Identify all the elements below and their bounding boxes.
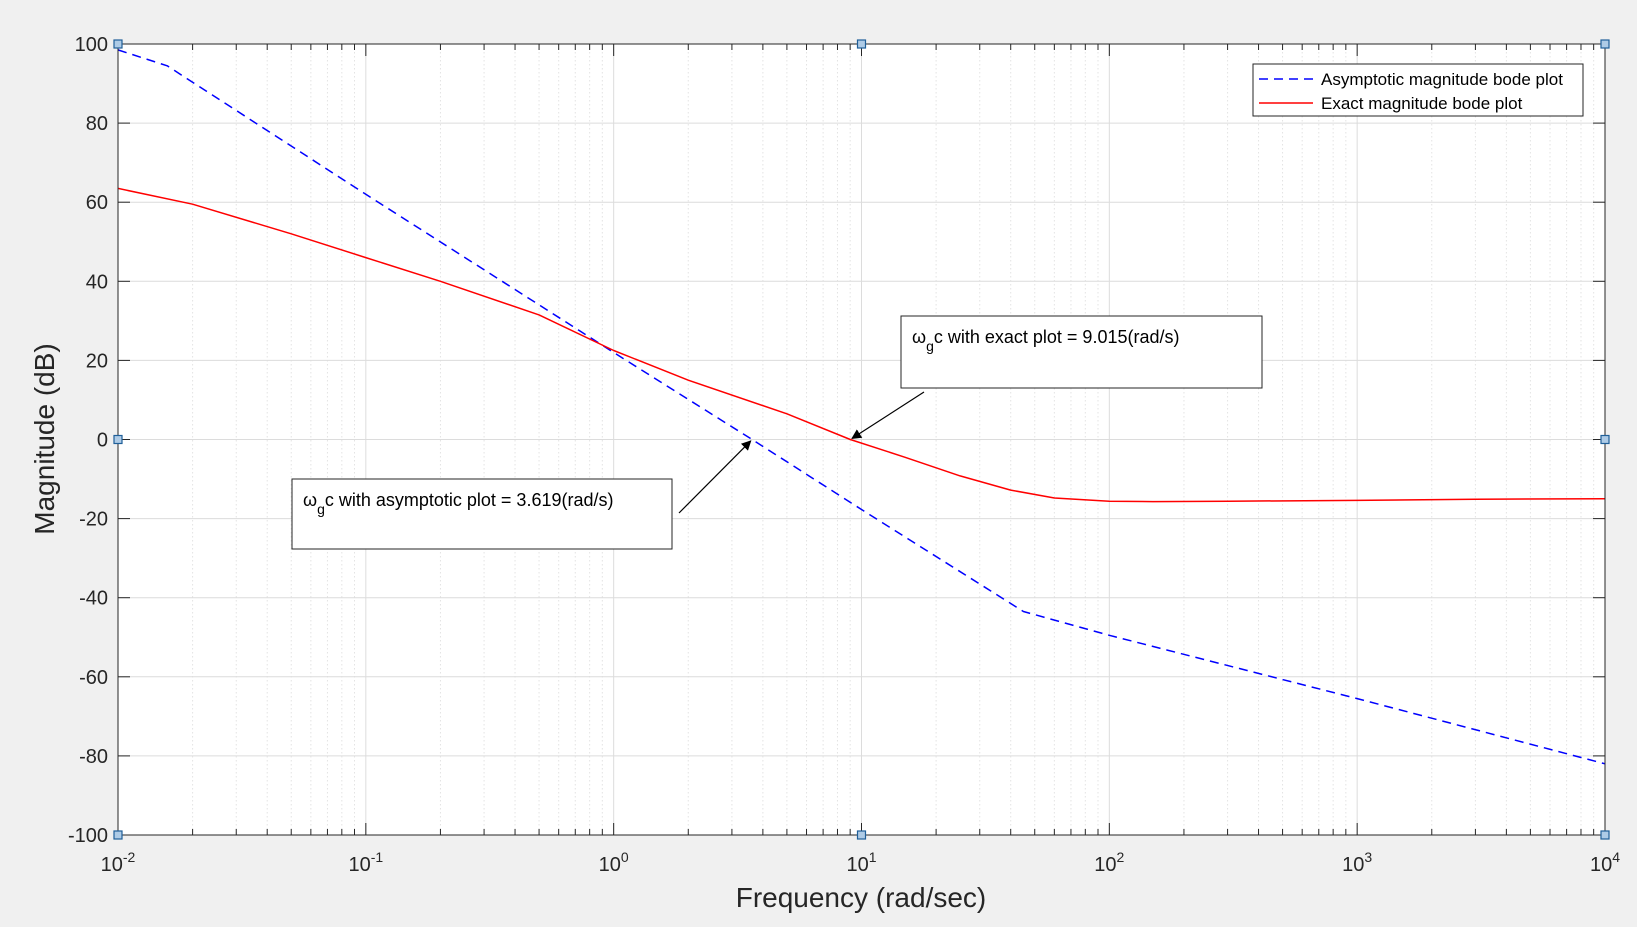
y-tick-label: 0 [97, 430, 108, 452]
annotation-arrow [851, 391, 925, 439]
axes-selection-handles[interactable] [113, 39, 1610, 840]
annotation-text: ωgc with exact plot = 9.015(rad/s) [912, 327, 1179, 354]
exact-series-line [118, 187, 1605, 503]
annotation-box [900, 315, 1263, 389]
y-tick-label: 40 [86, 271, 108, 293]
annotation-asymptotic-crossover: ωgc with asymptotic plot = 3.619(rad/s) [291, 440, 752, 550]
selection-handle[interactable] [113, 39, 123, 49]
annotations: ωgc with exact plot = 9.015(rad/s) ωgc wi… [291, 315, 1263, 550]
legend-entry-label: Exact magnitude bode plot [1321, 94, 1523, 113]
axis-ticks: 10-2 10-1 100 101 102 103 104 100 80 60 40 20 0 -20 -4… [68, 34, 1620, 876]
y-tick-label: -40 [79, 588, 108, 610]
y-axis-label: Magnitude (dB) [29, 343, 60, 534]
y-tick-label: -100 [68, 825, 108, 847]
x-tick-label: 101 [846, 849, 876, 876]
annotation-box [291, 478, 673, 550]
x-tick-label: 10-1 [348, 849, 383, 876]
x-tick-label: 104 [1590, 849, 1620, 876]
selection-handle[interactable] [856, 830, 867, 840]
selection-handle[interactable] [856, 39, 867, 49]
y-tick-label: -20 [79, 509, 108, 531]
x-tick-label: 100 [599, 849, 629, 876]
asymptotic-series-line [118, 49, 1605, 765]
x-axis-label: Frequency (rad/sec) [736, 882, 987, 913]
legend-box [1252, 63, 1584, 117]
selection-handle[interactable] [1600, 39, 1610, 49]
series-layer [118, 49, 1605, 765]
selection-handle[interactable] [1600, 434, 1610, 445]
x-tick-label: 102 [1094, 849, 1124, 876]
selection-handle[interactable] [113, 434, 123, 445]
y-tick-label: -60 [79, 667, 108, 689]
y-tick-label: 80 [86, 113, 108, 135]
x-tick-label: 103 [1342, 849, 1372, 876]
legend[interactable]: Asymptotic magnitude bode plot Exact magn… [1252, 63, 1584, 117]
annotation-exact-crossover: ωgc with exact plot = 9.015(rad/s) [851, 315, 1263, 439]
selection-handle[interactable] [1600, 830, 1610, 840]
selection-handle[interactable] [113, 830, 123, 840]
y-tick-label: 60 [86, 192, 108, 214]
annotation-arrow [678, 440, 752, 514]
y-tick-label: 100 [75, 34, 108, 56]
legend-entry-label: Asymptotic magnitude bode plot [1321, 70, 1563, 89]
y-tick-label: 20 [86, 350, 108, 372]
x-tick-label: 10-2 [101, 849, 136, 876]
y-tick-label: -80 [79, 746, 108, 768]
annotation-text: ωgc with asymptotic plot = 3.619(rad/s) [303, 490, 613, 517]
